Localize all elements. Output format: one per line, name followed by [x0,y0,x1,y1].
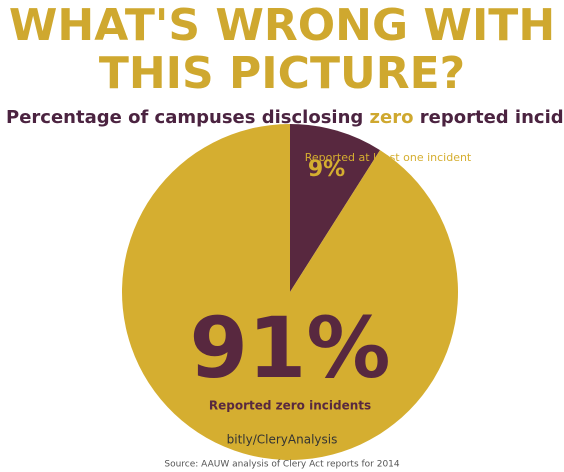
pie-slice [121,124,458,461]
title-line: THIS PICTURE? [99,48,465,99]
pie: 9%Reported at least one incident91%Repor… [121,124,472,461]
subtitle-part: reported incidents of rap [413,107,564,128]
value-label: 9% [308,157,345,182]
link: bitly/CleryAnalysis [227,433,338,447]
subtitle-part: Percentage of campuses disclosing [6,107,370,128]
subtitle-highlight: zero [370,107,414,128]
category-label: Reported zero incidents [209,399,371,413]
value-label: 91% [189,299,390,397]
source: Source: AAUW analysis of Clery Act repor… [164,460,400,470]
subtitle: Percentage of campuses disclosing zero r… [6,107,564,128]
title-line: WHAT'S WRONG WITH [9,0,555,51]
pie-slice [290,124,381,292]
